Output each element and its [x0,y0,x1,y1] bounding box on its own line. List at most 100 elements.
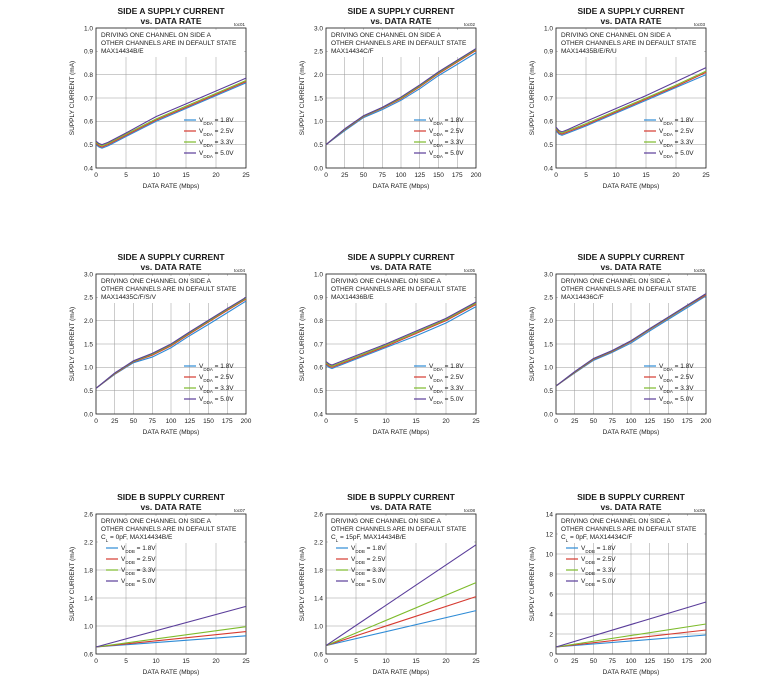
x-tick-label: 50 [360,172,368,179]
x-tick-label: 5 [124,658,128,665]
figure-code: toc08 [464,508,476,513]
x-axis-label: DATA RATE (Mbps) [603,669,660,676]
x-tick-label: 0 [94,172,98,179]
y-tick-label: 3.0 [314,25,323,32]
chart-title-line-1: SIDE A SUPPLY CURRENT [117,252,225,262]
y-tick-label: 0.9 [84,49,93,56]
y-tick-label: 0.5 [544,142,553,149]
x-tick-label: 100 [396,172,407,179]
x-tick-label: 125 [414,172,425,179]
x-axis-label: DATA RATE (Mbps) [373,183,430,190]
y-axis-label: SUPPLY CURRENT (mA) [529,61,536,135]
x-tick-label: 200 [241,418,252,425]
chart-title-line-1: SIDE A SUPPLY CURRENT [347,6,455,16]
legend-entry: VDDA = 3.3V [659,139,694,148]
y-tick-label: 0.0 [544,411,553,418]
legend-entry: VDDA = 1.8V [429,117,464,126]
y-axis-label: SUPPLY CURRENT (mA) [69,547,76,621]
y-tick-label: 1.0 [544,365,553,372]
legend-entry: VDDA = 2.5V [429,374,464,383]
y-tick-label: 0.5 [84,142,93,149]
chart-title-line-2: vs. DATA RATE [600,262,662,272]
legend-entry: VDDA = 5.0V [199,150,234,159]
y-tick-label: 8 [549,571,553,578]
series-line-3 [325,582,477,647]
y-tick-label: 1.0 [84,365,93,372]
y-tick-label: 2.6 [84,511,93,518]
plot-frame [555,273,707,415]
x-tick-label: 200 [701,418,712,425]
x-tick-label: 200 [471,172,482,179]
y-tick-label: 2.5 [544,295,553,302]
legend-entry: VDDA = 3.3V [199,385,234,394]
y-tick-label: 0.6 [314,365,323,372]
y-tick-label: 0.6 [84,119,93,126]
y-tick-label: 1.0 [314,119,323,126]
notes-background [558,276,704,303]
notes-background [328,516,474,543]
plot-frame [325,273,477,415]
x-axis-label: DATA RATE (Mbps) [603,183,660,190]
chart-title-line-2: vs. DATA RATE [370,16,432,26]
series-line-4 [325,301,477,366]
y-tick-label: 1.8 [84,567,93,574]
y-tick-label: 6 [549,591,553,598]
x-tick-label: 20 [672,172,680,179]
x-tick-label: 25 [472,658,480,665]
x-tick-label: 175 [452,172,463,179]
legend: VDDA = 1.8V VDDA = 2.5V VDDA = 3.3V VDDA = … [184,117,234,159]
x-tick-label: 25 [242,172,250,179]
note-line-2: OTHER CHANNELS ARE IN DEFAULT STATE [331,286,467,293]
y-tick-label: 0.9 [544,49,553,56]
note-line-1: DRIVING ONE CHANNEL ON SIDE A [331,278,442,285]
note-line-1: DRIVING ONE CHANNEL ON SIDE A [101,32,212,39]
chart-title-line-1: SIDE A SUPPLY CURRENT [577,252,685,262]
series-line-1 [555,634,707,648]
legend-entry: VDDA = 2.5V [659,374,694,383]
chart-panel-9: SIDE B SUPPLY CURRENT vs. DATA RATE toc09 D… [518,492,768,692]
series-line-3 [555,623,707,648]
note-line-3: MAX14434C/F [331,48,374,55]
x-tick-label: 75 [609,418,617,425]
y-tick-label: 1.0 [544,25,553,32]
chart-title-line-2: vs. DATA RATE [370,502,432,512]
legend-entry: VDDA = 2.5V [429,128,464,137]
series-line-1 [95,82,247,149]
legend-entry: VDDA = 1.8V [429,363,464,372]
x-tick-label: 100 [626,658,637,665]
x-tick-label: 15 [182,658,190,665]
x-tick-label: 0 [554,658,558,665]
notes-background [98,276,244,303]
chart-title-line-1: SIDE B SUPPLY CURRENT [347,492,455,502]
chart-svg: toc08 DRIVING ONE CHANNEL ON SIDE AOTHER … [299,508,480,676]
x-tick-label: 175 [682,658,693,665]
y-tick-label: 1.0 [314,623,323,630]
legend-entry: VDDA = 3.3V [429,139,464,148]
x-tick-label: 25 [472,418,480,425]
legend: VDDB = 1.8V VDDB = 2.5V VDDB = 3.3V VDDB = … [566,545,616,587]
y-tick-label: 1.0 [84,25,93,32]
y-tick-label: 0.7 [544,95,553,102]
series-line-3 [555,70,707,134]
y-tick-label: 0.7 [84,95,93,102]
x-tick-label: 175 [222,418,233,425]
x-tick-label: 20 [212,172,220,179]
x-tick-label: 100 [166,418,177,425]
series-line-2 [555,71,707,135]
x-tick-label: 5 [584,172,588,179]
y-tick-label: 0.6 [314,651,323,658]
chart-svg: toc05 DRIVING ONE CHANNEL ON SIDE AOTHER … [299,268,480,436]
legend-entry: VDDB = 3.3V [121,567,156,576]
chart-svg: toc03 DRIVING ONE CHANNEL ON SIDE AOTHER … [529,22,710,190]
series-line-4 [325,544,477,647]
series-line-3 [95,79,247,147]
x-tick-label: 50 [130,418,138,425]
y-tick-label: 1.4 [84,595,93,602]
x-tick-label: 75 [609,658,617,665]
legend-entry: VDDB = 2.5V [581,556,616,565]
